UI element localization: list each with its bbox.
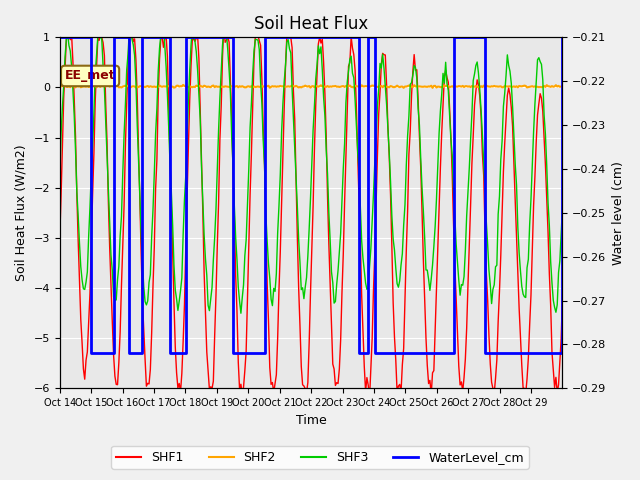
SHF2	[316, 83, 323, 89]
SHF2	[179, 82, 187, 88]
WaterLevel_cm	[73, 35, 81, 40]
SHF1	[492, 375, 499, 381]
SHF1	[89, 192, 97, 198]
Line: SHF3: SHF3	[60, 25, 563, 313]
SHF1	[557, 336, 565, 342]
SHF3	[559, 204, 566, 209]
SHF2	[89, 84, 97, 89]
WaterLevel_cm	[490, 350, 498, 356]
SHF1	[365, 396, 373, 401]
WaterLevel_cm	[559, 35, 566, 40]
Text: EE_met: EE_met	[65, 70, 115, 83]
SHF3	[89, 144, 97, 150]
Title: Soil Heat Flux: Soil Heat Flux	[254, 15, 368, 33]
Line: SHF1: SHF1	[60, 26, 563, 398]
WaterLevel_cm	[316, 35, 323, 40]
Y-axis label: Water level (cm): Water level (cm)	[612, 161, 625, 265]
SHF1	[559, 292, 566, 298]
SHF3	[73, 189, 81, 195]
SHF1	[417, 165, 424, 170]
SHF2	[557, 84, 565, 89]
SHF3	[417, 156, 424, 161]
SHF1	[73, 191, 81, 197]
Legend: SHF1, SHF2, SHF3, WaterLevel_cm: SHF1, SHF2, SHF3, WaterLevel_cm	[111, 446, 529, 469]
WaterLevel_cm	[56, 35, 63, 40]
WaterLevel_cm	[90, 350, 98, 356]
SHF3	[492, 264, 499, 270]
Line: WaterLevel_cm: WaterLevel_cm	[60, 37, 563, 353]
SHF2	[559, 83, 566, 88]
SHF2	[73, 83, 81, 89]
WaterLevel_cm	[556, 350, 564, 356]
SHF3	[317, 44, 325, 50]
SHF2	[417, 84, 424, 89]
WaterLevel_cm	[415, 350, 423, 356]
SHF1	[316, 34, 323, 40]
SHF3	[159, 22, 167, 28]
SHF3	[56, 176, 63, 181]
WaterLevel_cm	[88, 350, 95, 356]
SHF1	[220, 24, 228, 29]
SHF3	[557, 230, 565, 236]
SHF2	[400, 85, 408, 91]
SHF2	[492, 84, 499, 89]
X-axis label: Time: Time	[296, 414, 326, 427]
Line: SHF2: SHF2	[60, 85, 563, 88]
SHF3	[237, 311, 244, 316]
SHF2	[56, 84, 63, 90]
SHF1	[56, 234, 63, 240]
Y-axis label: Soil Heat Flux (W/m2): Soil Heat Flux (W/m2)	[15, 144, 28, 281]
